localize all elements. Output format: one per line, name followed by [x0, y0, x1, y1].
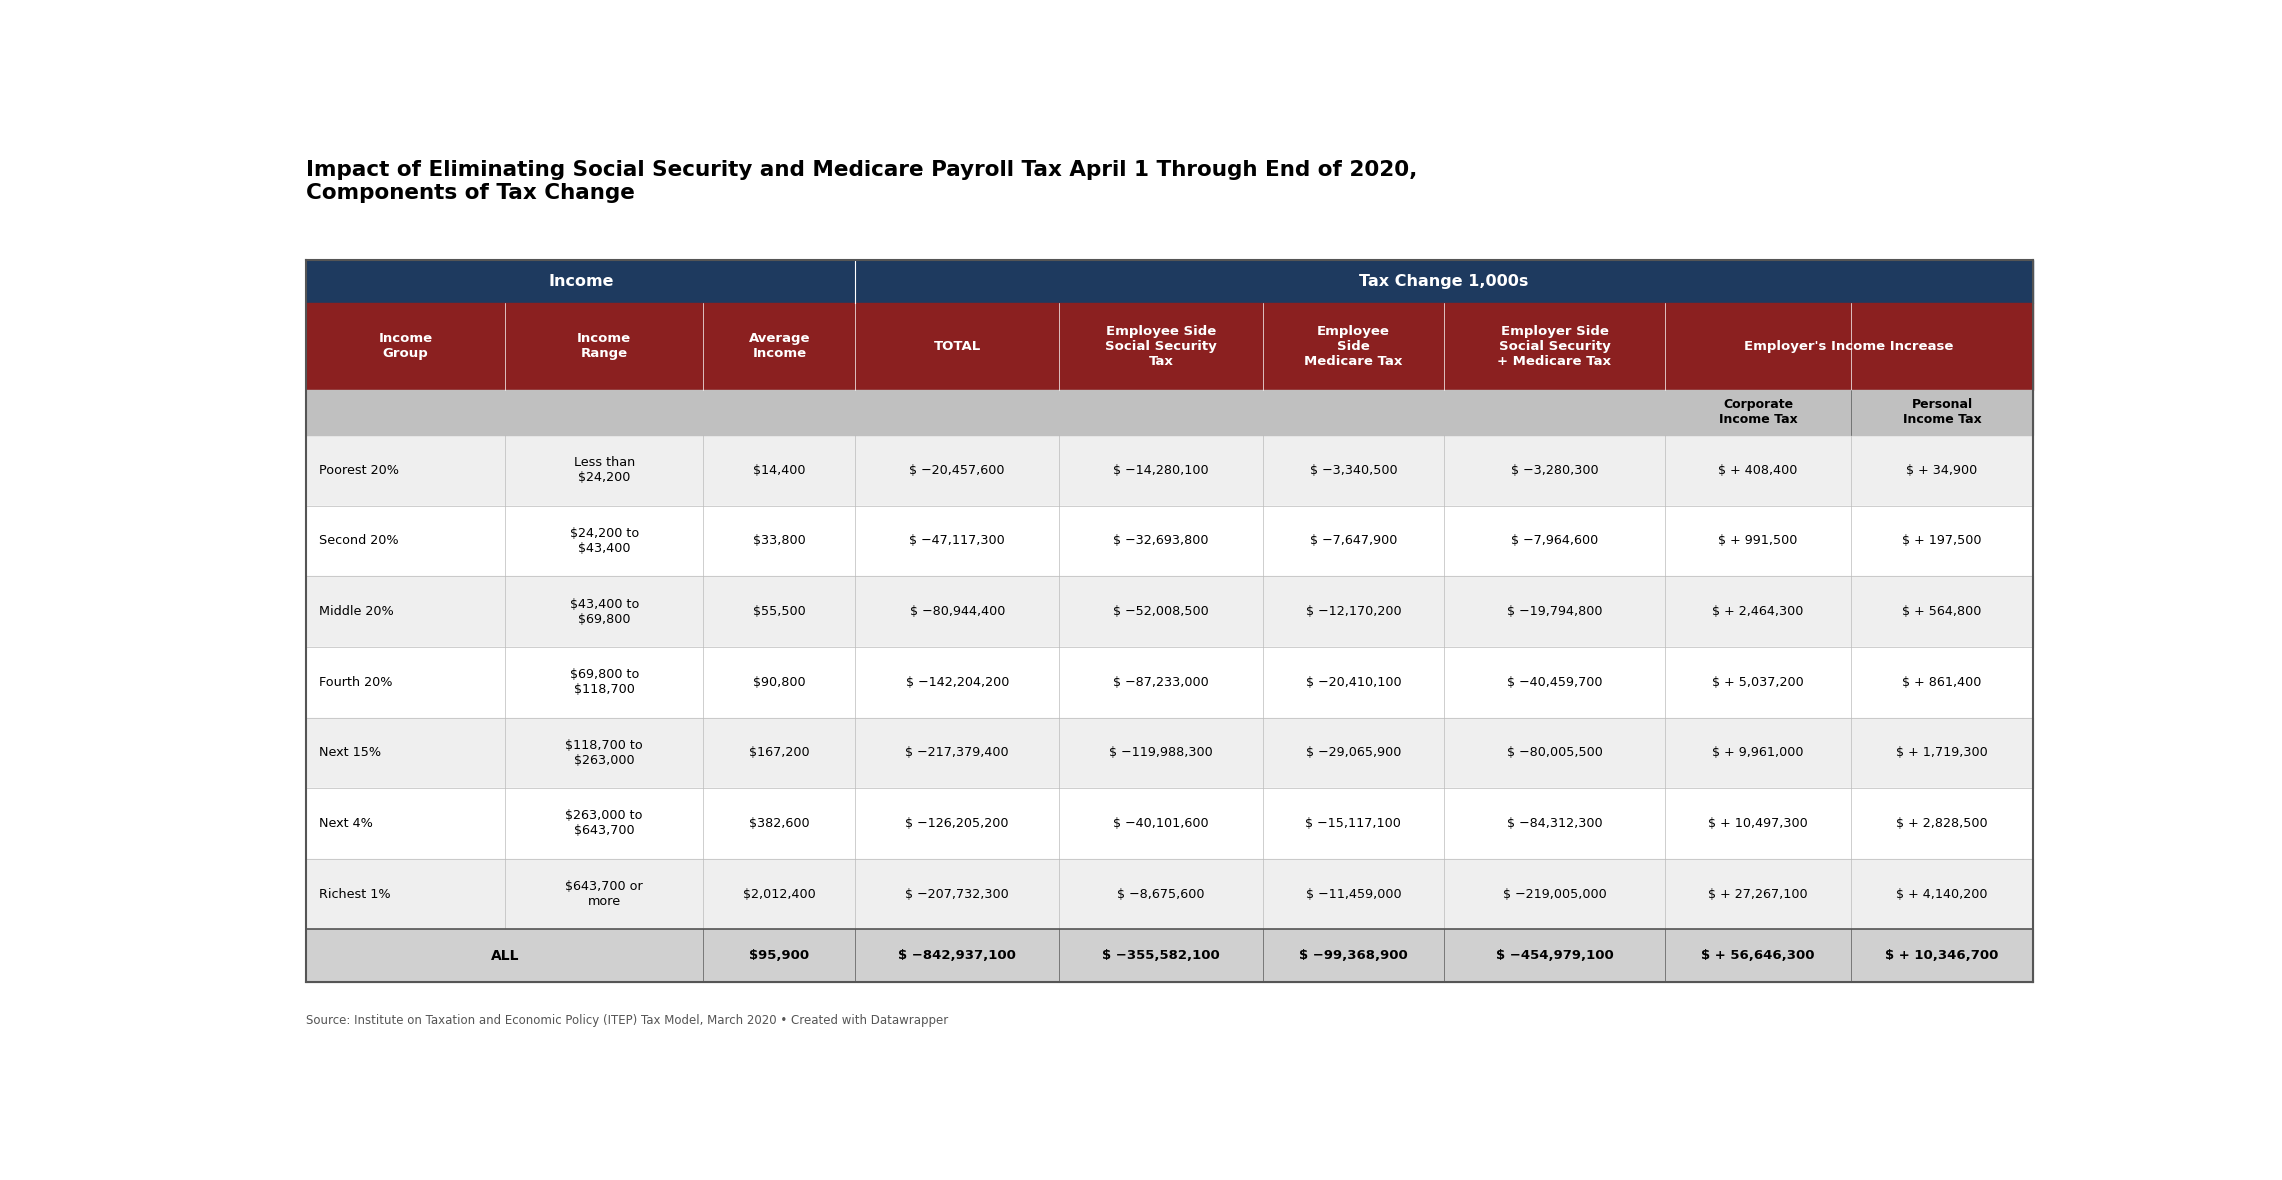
- Text: Income
Range: Income Range: [577, 333, 632, 360]
- Bar: [306, 389, 2033, 435]
- Text: $2,012,400: $2,012,400: [744, 887, 815, 900]
- Bar: [306, 260, 2033, 303]
- Bar: [306, 435, 2033, 506]
- Text: TOTAL: TOTAL: [933, 340, 981, 353]
- Text: $ −32,693,800: $ −32,693,800: [1114, 535, 1209, 548]
- Text: $ + 27,267,100: $ + 27,267,100: [1709, 887, 1807, 900]
- Text: $ + 2,464,300: $ + 2,464,300: [1712, 605, 1803, 618]
- Text: $ + 408,400: $ + 408,400: [1718, 464, 1798, 477]
- Text: $ + 2,828,500: $ + 2,828,500: [1896, 817, 1988, 830]
- Text: $ −842,937,100: $ −842,937,100: [899, 949, 1015, 962]
- Text: Employee Side
Social Security
Tax: Employee Side Social Security Tax: [1104, 324, 1216, 368]
- Text: $ + 10,346,700: $ + 10,346,700: [1885, 949, 1999, 962]
- Bar: [306, 788, 2033, 859]
- Text: $ −355,582,100: $ −355,582,100: [1102, 949, 1221, 962]
- Text: $ + 9,961,000: $ + 9,961,000: [1712, 746, 1803, 759]
- Text: $ −219,005,000: $ −219,005,000: [1502, 887, 1607, 900]
- Text: $ + 56,646,300: $ + 56,646,300: [1702, 949, 1814, 962]
- Text: $90,800: $90,800: [753, 676, 806, 689]
- Text: $ −20,410,100: $ −20,410,100: [1305, 676, 1401, 689]
- Text: $263,000 to
$643,700: $263,000 to $643,700: [566, 809, 644, 838]
- Text: $ + 34,900: $ + 34,900: [1905, 464, 1978, 477]
- Text: Employer's Income Increase: Employer's Income Increase: [1743, 340, 1953, 353]
- Text: $33,800: $33,800: [753, 535, 806, 548]
- Text: Second 20%: Second 20%: [319, 535, 399, 548]
- Text: $ −40,459,700: $ −40,459,700: [1506, 676, 1602, 689]
- Text: Employer Side
Social Security
+ Medicare Tax: Employer Side Social Security + Medicare…: [1497, 324, 1611, 368]
- Text: $ + 1,719,300: $ + 1,719,300: [1896, 746, 1988, 759]
- Text: Fourth 20%: Fourth 20%: [319, 676, 393, 689]
- Text: Poorest 20%: Poorest 20%: [319, 464, 399, 477]
- Text: $ −15,117,100: $ −15,117,100: [1305, 817, 1401, 830]
- Text: $ −47,117,300: $ −47,117,300: [908, 535, 1004, 548]
- Text: $ −84,312,300: $ −84,312,300: [1506, 817, 1602, 830]
- Text: Average
Income: Average Income: [748, 333, 810, 360]
- Text: $ −52,008,500: $ −52,008,500: [1114, 605, 1209, 618]
- Text: Middle 20%: Middle 20%: [319, 605, 393, 618]
- Text: $ −99,368,900: $ −99,368,900: [1298, 949, 1408, 962]
- Text: $ + 564,800: $ + 564,800: [1903, 605, 1981, 618]
- Text: $43,400 to
$69,800: $43,400 to $69,800: [570, 597, 639, 625]
- Text: $ −142,204,200: $ −142,204,200: [906, 676, 1009, 689]
- Text: Next 15%: Next 15%: [319, 746, 381, 759]
- Text: $24,200 to
$43,400: $24,200 to $43,400: [570, 527, 639, 555]
- Text: $ + 10,497,300: $ + 10,497,300: [1709, 817, 1807, 830]
- Text: $ −119,988,300: $ −119,988,300: [1109, 746, 1212, 759]
- Text: $ + 4,140,200: $ + 4,140,200: [1896, 887, 1988, 900]
- Text: Source: Institute on Taxation and Economic Policy (ITEP) Tax Model, March 2020 •: Source: Institute on Taxation and Econom…: [306, 1015, 949, 1028]
- Text: Employee
Side
Medicare Tax: Employee Side Medicare Tax: [1305, 324, 1403, 368]
- Text: $95,900: $95,900: [748, 949, 810, 962]
- Text: Richest 1%: Richest 1%: [319, 887, 390, 900]
- Text: $55,500: $55,500: [753, 605, 806, 618]
- Text: $69,800 to
$118,700: $69,800 to $118,700: [570, 668, 639, 696]
- Bar: [306, 506, 2033, 576]
- Text: $ −20,457,600: $ −20,457,600: [911, 464, 1004, 477]
- Bar: [306, 647, 2033, 717]
- Text: $ −19,794,800: $ −19,794,800: [1506, 605, 1602, 618]
- Text: $643,700 or
more: $643,700 or more: [566, 880, 644, 909]
- Text: $ −87,233,000: $ −87,233,000: [1114, 676, 1209, 689]
- Text: $167,200: $167,200: [748, 746, 810, 759]
- Text: ALL: ALL: [491, 949, 520, 963]
- Text: $ −207,732,300: $ −207,732,300: [906, 887, 1009, 900]
- Text: Corporate
Income Tax: Corporate Income Tax: [1718, 399, 1798, 426]
- Text: $382,600: $382,600: [748, 817, 810, 830]
- Bar: [306, 303, 2033, 389]
- Text: $ −3,340,500: $ −3,340,500: [1310, 464, 1397, 477]
- Text: $ −8,675,600: $ −8,675,600: [1118, 887, 1205, 900]
- Text: $ + 197,500: $ + 197,500: [1903, 535, 1981, 548]
- Text: $ −29,065,900: $ −29,065,900: [1305, 746, 1401, 759]
- Bar: [306, 717, 2033, 788]
- Bar: [306, 930, 2033, 982]
- Text: $ −7,647,900: $ −7,647,900: [1310, 535, 1397, 548]
- Text: $ + 861,400: $ + 861,400: [1903, 676, 1981, 689]
- Text: $ −14,280,100: $ −14,280,100: [1114, 464, 1209, 477]
- Text: $ −3,280,300: $ −3,280,300: [1511, 464, 1597, 477]
- Text: $ −7,964,600: $ −7,964,600: [1511, 535, 1597, 548]
- Text: $14,400: $14,400: [753, 464, 806, 477]
- Text: Less than
$24,200: Less than $24,200: [573, 457, 634, 484]
- Text: $ −80,005,500: $ −80,005,500: [1506, 746, 1602, 759]
- Text: $ −12,170,200: $ −12,170,200: [1305, 605, 1401, 618]
- Bar: [306, 859, 2033, 930]
- Text: Personal
Income Tax: Personal Income Tax: [1903, 399, 1981, 426]
- Text: Income
Group: Income Group: [379, 333, 434, 360]
- Text: $ −217,379,400: $ −217,379,400: [906, 746, 1009, 759]
- Text: Next 4%: Next 4%: [319, 817, 372, 830]
- Text: $ + 991,500: $ + 991,500: [1718, 535, 1798, 548]
- Bar: [306, 576, 2033, 647]
- Text: $ −454,979,100: $ −454,979,100: [1495, 949, 1613, 962]
- Text: $ −11,459,000: $ −11,459,000: [1305, 887, 1401, 900]
- Text: $118,700 to
$263,000: $118,700 to $263,000: [566, 739, 644, 767]
- Text: $ −40,101,600: $ −40,101,600: [1114, 817, 1209, 830]
- Text: Income: Income: [548, 274, 614, 289]
- Text: Tax Change 1,000s: Tax Change 1,000s: [1360, 274, 1529, 289]
- Text: $ −126,205,200: $ −126,205,200: [906, 817, 1009, 830]
- Text: $ −80,944,400: $ −80,944,400: [911, 605, 1004, 618]
- Text: Impact of Eliminating Social Security and Medicare Payroll Tax April 1 Through E: Impact of Eliminating Social Security an…: [306, 159, 1417, 203]
- Text: $ + 5,037,200: $ + 5,037,200: [1712, 676, 1805, 689]
